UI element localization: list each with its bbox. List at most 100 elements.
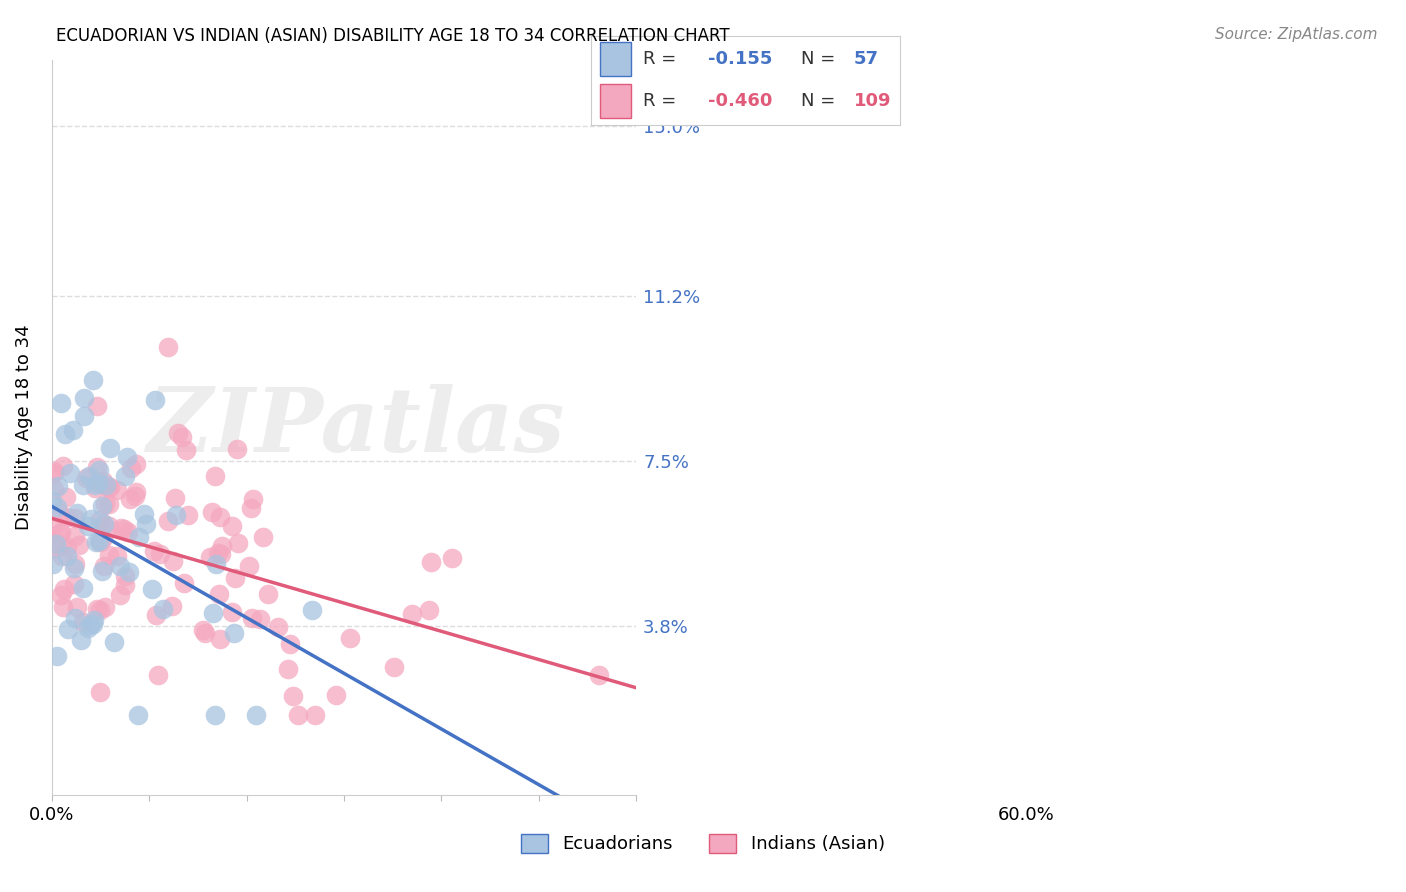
Text: ZIPatlas: ZIPatlas	[148, 384, 564, 471]
Point	[252, 530, 274, 544]
Text: -0.155: -0.155	[709, 50, 772, 68]
Point	[83, 477, 105, 491]
Point	[55, 540, 77, 554]
Point	[94, 497, 117, 511]
Text: ECUADORIAN VS INDIAN (ASIAN) DISABILITY AGE 18 TO 34 CORRELATION CHART: ECUADORIAN VS INDIAN (ASIAN) DISABILITY …	[56, 27, 730, 45]
Point	[110, 559, 132, 574]
Text: N =: N =	[801, 50, 835, 68]
Point	[170, 430, 193, 444]
Point	[44, 541, 66, 556]
Point	[191, 623, 214, 637]
Text: 60.0%: 60.0%	[997, 806, 1054, 824]
Point	[77, 469, 100, 483]
Point	[278, 637, 301, 651]
Text: 0.0%: 0.0%	[30, 806, 75, 824]
Point	[418, 603, 440, 617]
Point	[45, 648, 67, 663]
Point	[157, 340, 180, 354]
Point	[118, 565, 141, 579]
Point	[194, 625, 217, 640]
Point	[239, 501, 262, 516]
Point	[98, 441, 121, 455]
Point	[86, 460, 108, 475]
Point	[208, 587, 231, 601]
Point	[211, 539, 233, 553]
Point	[177, 508, 200, 522]
Point	[267, 620, 290, 634]
Legend: Ecuadorians, Indians (Asian): Ecuadorians, Indians (Asian)	[513, 827, 893, 861]
Point	[91, 474, 114, 488]
Point	[44, 464, 66, 478]
Point	[105, 549, 128, 563]
Point	[63, 529, 86, 543]
Point	[114, 568, 136, 582]
Point	[62, 561, 84, 575]
Point	[89, 534, 111, 549]
Point	[103, 635, 125, 649]
Point	[72, 615, 94, 629]
Point	[83, 613, 105, 627]
Point	[91, 564, 114, 578]
Point	[94, 599, 117, 614]
Point	[143, 393, 166, 408]
Point	[224, 571, 246, 585]
Point	[62, 424, 84, 438]
Point	[156, 514, 179, 528]
Point	[86, 602, 108, 616]
Point	[149, 547, 172, 561]
Point	[62, 577, 84, 591]
Point	[117, 525, 139, 540]
Point	[45, 537, 67, 551]
Point	[249, 612, 271, 626]
Point	[55, 491, 77, 505]
Point	[87, 534, 110, 549]
Point	[162, 553, 184, 567]
Point	[110, 521, 132, 535]
Point	[174, 443, 197, 458]
Point	[51, 396, 73, 410]
Point	[89, 477, 111, 491]
Point	[72, 478, 94, 492]
Point	[48, 507, 70, 521]
Point	[202, 606, 225, 620]
Point	[87, 476, 110, 491]
Point	[89, 685, 111, 699]
Point	[165, 508, 187, 523]
Point	[76, 470, 98, 484]
Point	[325, 688, 347, 702]
Point	[93, 559, 115, 574]
Point	[245, 707, 267, 722]
Point	[281, 690, 304, 704]
Point	[56, 622, 79, 636]
Point	[89, 602, 111, 616]
Point	[52, 582, 75, 596]
Point	[207, 546, 229, 560]
Point	[89, 463, 111, 477]
Y-axis label: Disability Age 18 to 34: Disability Age 18 to 34	[15, 325, 32, 530]
Point	[226, 536, 249, 550]
Point	[256, 587, 278, 601]
Point	[98, 549, 121, 563]
Point	[79, 618, 101, 632]
Point	[339, 631, 361, 645]
Point	[208, 632, 231, 647]
Text: R =: R =	[643, 50, 676, 68]
Text: Source: ZipAtlas.com: Source: ZipAtlas.com	[1215, 27, 1378, 42]
Point	[588, 668, 610, 682]
Point	[53, 427, 76, 442]
Point	[41, 494, 63, 508]
Point	[152, 602, 174, 616]
Point	[167, 425, 190, 440]
Text: 109: 109	[853, 92, 891, 110]
Point	[51, 549, 73, 563]
Point	[91, 531, 114, 545]
Point	[56, 510, 79, 524]
Point	[67, 538, 90, 552]
Point	[63, 511, 86, 525]
FancyBboxPatch shape	[600, 42, 631, 76]
Point	[93, 516, 115, 531]
Point	[132, 507, 155, 521]
Point	[141, 582, 163, 596]
Point	[49, 524, 72, 539]
Point	[70, 632, 93, 647]
